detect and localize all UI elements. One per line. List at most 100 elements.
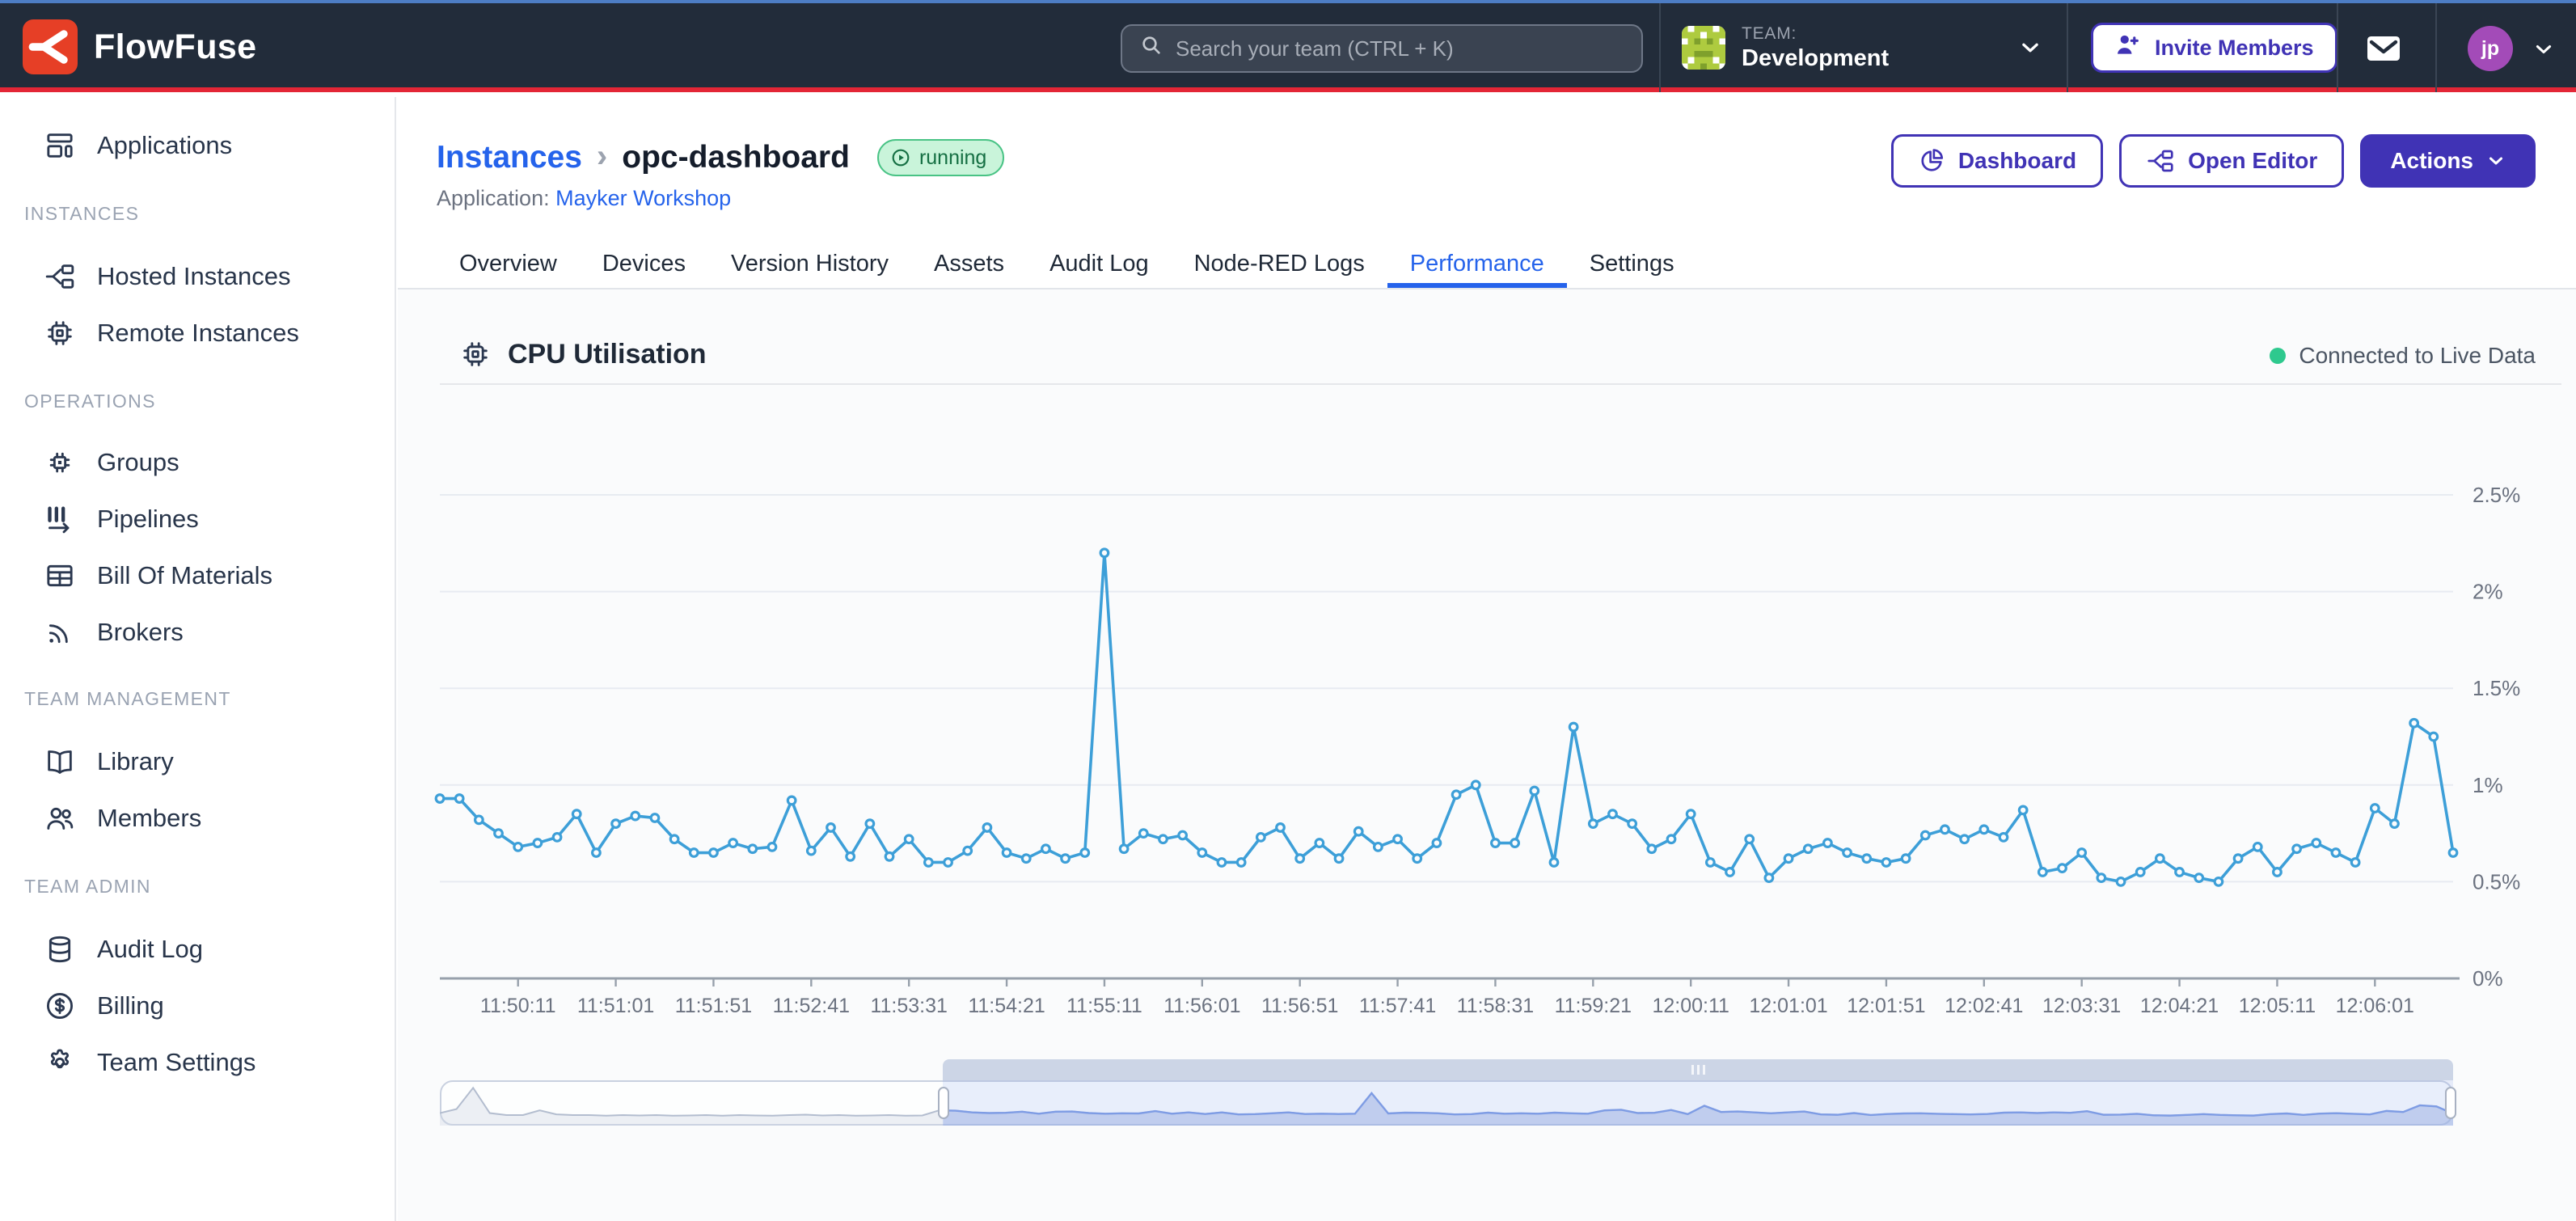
svg-text:2%: 2% (2473, 580, 2503, 604)
brush-selection[interactable] (943, 1080, 2453, 1126)
actions-button[interactable]: Actions (2360, 134, 2536, 188)
tab-devices[interactable]: Devices (580, 239, 708, 288)
team-search[interactable] (1121, 24, 1643, 73)
search-input[interactable] (1176, 36, 1625, 61)
tab-performance[interactable]: Performance (1387, 239, 1567, 288)
tab-assets[interactable]: Assets (911, 239, 1027, 288)
svg-text:0%: 0% (2473, 966, 2503, 991)
svg-text:12:00:11: 12:00:11 (1652, 995, 1729, 1017)
sidebar-item-library[interactable]: Library (0, 734, 395, 789)
sidebar-item-members[interactable]: Members (0, 791, 395, 846)
navbar-divider (2067, 3, 2068, 92)
dashboard-button[interactable]: Dashboard (1891, 134, 2103, 188)
applications-icon (44, 129, 76, 162)
dashboard-button-label: Dashboard (1958, 148, 2076, 174)
svg-text:2.5%: 2.5% (2473, 483, 2520, 507)
sidebar-section-operations: OPERATIONS (0, 385, 395, 417)
svg-text:12:03:31: 12:03:31 (2042, 995, 2121, 1017)
svg-text:0.5%: 0.5% (2473, 869, 2520, 894)
brand-name: FlowFuse (94, 27, 257, 67)
panel-title-label: CPU Utilisation (508, 339, 707, 370)
sidebar-item-label: Groups (97, 448, 179, 477)
node-editor-icon (2146, 146, 2175, 175)
page-title: opc-dashboard (622, 140, 850, 175)
sidebar-item-label: Library (97, 747, 174, 776)
audit-log-icon (44, 933, 76, 965)
sidebar-item-audit-log[interactable]: Audit Log (0, 922, 395, 977)
svg-text:11:58:31: 11:58:31 (1457, 995, 1534, 1017)
sidebar-item-team-settings[interactable]: Team Settings (0, 1035, 395, 1090)
brokers-icon (44, 616, 76, 649)
svg-text:12:05:11: 12:05:11 (2239, 995, 2316, 1017)
svg-text:11:59:21: 11:59:21 (1555, 995, 1632, 1017)
brush-handle-right[interactable] (2445, 1087, 2456, 1119)
team-chevron-down-icon[interactable] (2018, 36, 2042, 66)
open-editor-button[interactable]: Open Editor (2119, 134, 2344, 188)
sidebar-item-hosted-instances[interactable]: Hosted Instances (0, 249, 395, 304)
live-data-status: Connected to Live Data (2270, 343, 2536, 369)
team-identicon (1682, 26, 1725, 70)
user-avatar[interactable]: jp (2468, 26, 2513, 71)
svg-text:11:55:11: 11:55:11 (1066, 995, 1142, 1017)
chevron-down-icon (2486, 151, 2506, 171)
svg-text:11:50:11: 11:50:11 (480, 995, 556, 1017)
svg-text:12:04:21: 12:04:21 (2140, 995, 2219, 1017)
tab-audit-log[interactable]: Audit Log (1027, 239, 1172, 288)
navbar-divider (2435, 3, 2437, 92)
sidebar-item-label: Pipelines (97, 505, 199, 534)
sidebar-item-groups[interactable]: Groups (0, 435, 395, 490)
team-selector[interactable]: TEAM: Development (1682, 3, 1889, 92)
brush-drag-strip[interactable] (943, 1059, 2453, 1080)
sidebar-item-billing[interactable]: Billing (0, 978, 395, 1033)
tab-overview[interactable]: Overview (437, 239, 580, 288)
invite-members-button[interactable]: Invite Members (2091, 23, 2337, 73)
panel-separator (440, 383, 2561, 385)
svg-text:11:51:01: 11:51:01 (577, 995, 654, 1017)
pie-chart-icon (1918, 147, 1945, 175)
flowfuse-logo[interactable]: FlowFuse (23, 19, 257, 74)
bill-of-materials-icon (44, 560, 76, 592)
application-label: Application: (437, 186, 550, 210)
application-line: Application: Mayker Workshop (437, 186, 731, 211)
members-icon (44, 802, 76, 834)
status-badge: running (877, 139, 1004, 176)
tab-version-history[interactable]: Version History (708, 239, 911, 288)
sidebar-item-applications[interactable]: Applications (0, 118, 395, 173)
brush-handle-left[interactable] (938, 1087, 949, 1119)
svg-text:1%: 1% (2473, 773, 2503, 797)
live-status-label: Connected to Live Data (2299, 343, 2536, 369)
play-circle-icon (890, 147, 911, 168)
svg-text:12:02:41: 12:02:41 (1945, 995, 2023, 1017)
team-name: Development (1742, 45, 1889, 72)
svg-text:11:54:21: 11:54:21 (968, 995, 1045, 1017)
sidebar-item-label: Remote Instances (97, 319, 299, 348)
svg-text:11:57:41: 11:57:41 (1359, 995, 1436, 1017)
breadcrumb-instances-link[interactable]: Instances (437, 140, 582, 175)
svg-text:12:01:01: 12:01:01 (1749, 995, 1827, 1017)
tab-node-red-logs[interactable]: Node-RED Logs (1172, 239, 1387, 288)
sidebar-item-label: Team Settings (97, 1048, 255, 1077)
svg-text:11:53:31: 11:53:31 (870, 995, 947, 1017)
search-icon (1138, 32, 1164, 65)
sidebar-item-label: Brokers (97, 618, 184, 647)
header-actions: Dashboard Open Editor Actions (1891, 134, 2536, 188)
sidebar-item-pipelines[interactable]: Pipelines (0, 492, 395, 547)
sidebar-item-bill-of-materials[interactable]: Bill Of Materials (0, 548, 395, 603)
top-navbar: FlowFuse TEAM: Development (0, 3, 2576, 92)
sidebar-section-team-management: TEAM MANAGEMENT (0, 682, 395, 715)
application-link[interactable]: Mayker Workshop (555, 186, 731, 210)
cpu-chip-icon (459, 338, 492, 370)
groups-icon (44, 446, 76, 479)
chart-brush[interactable] (440, 1059, 2453, 1126)
sidebar: Applications INSTANCES Hosted Instances … (0, 97, 396, 1221)
tab-settings[interactable]: Settings (1567, 239, 1697, 288)
sidebar-section-instances: INSTANCES (0, 197, 395, 230)
sidebar-item-label: Applications (97, 131, 232, 160)
team-label: TEAM: (1742, 24, 1889, 44)
sidebar-item-remote-instances[interactable]: Remote Instances (0, 306, 395, 361)
app-window: FlowFuse TEAM: Development (0, 0, 2576, 1221)
sidebar-item-brokers[interactable]: Brokers (0, 605, 395, 660)
sidebar-item-label: Bill Of Materials (97, 561, 272, 590)
user-menu-chevron-down-icon[interactable] (2532, 37, 2555, 67)
notifications-button[interactable] (2364, 29, 2403, 68)
